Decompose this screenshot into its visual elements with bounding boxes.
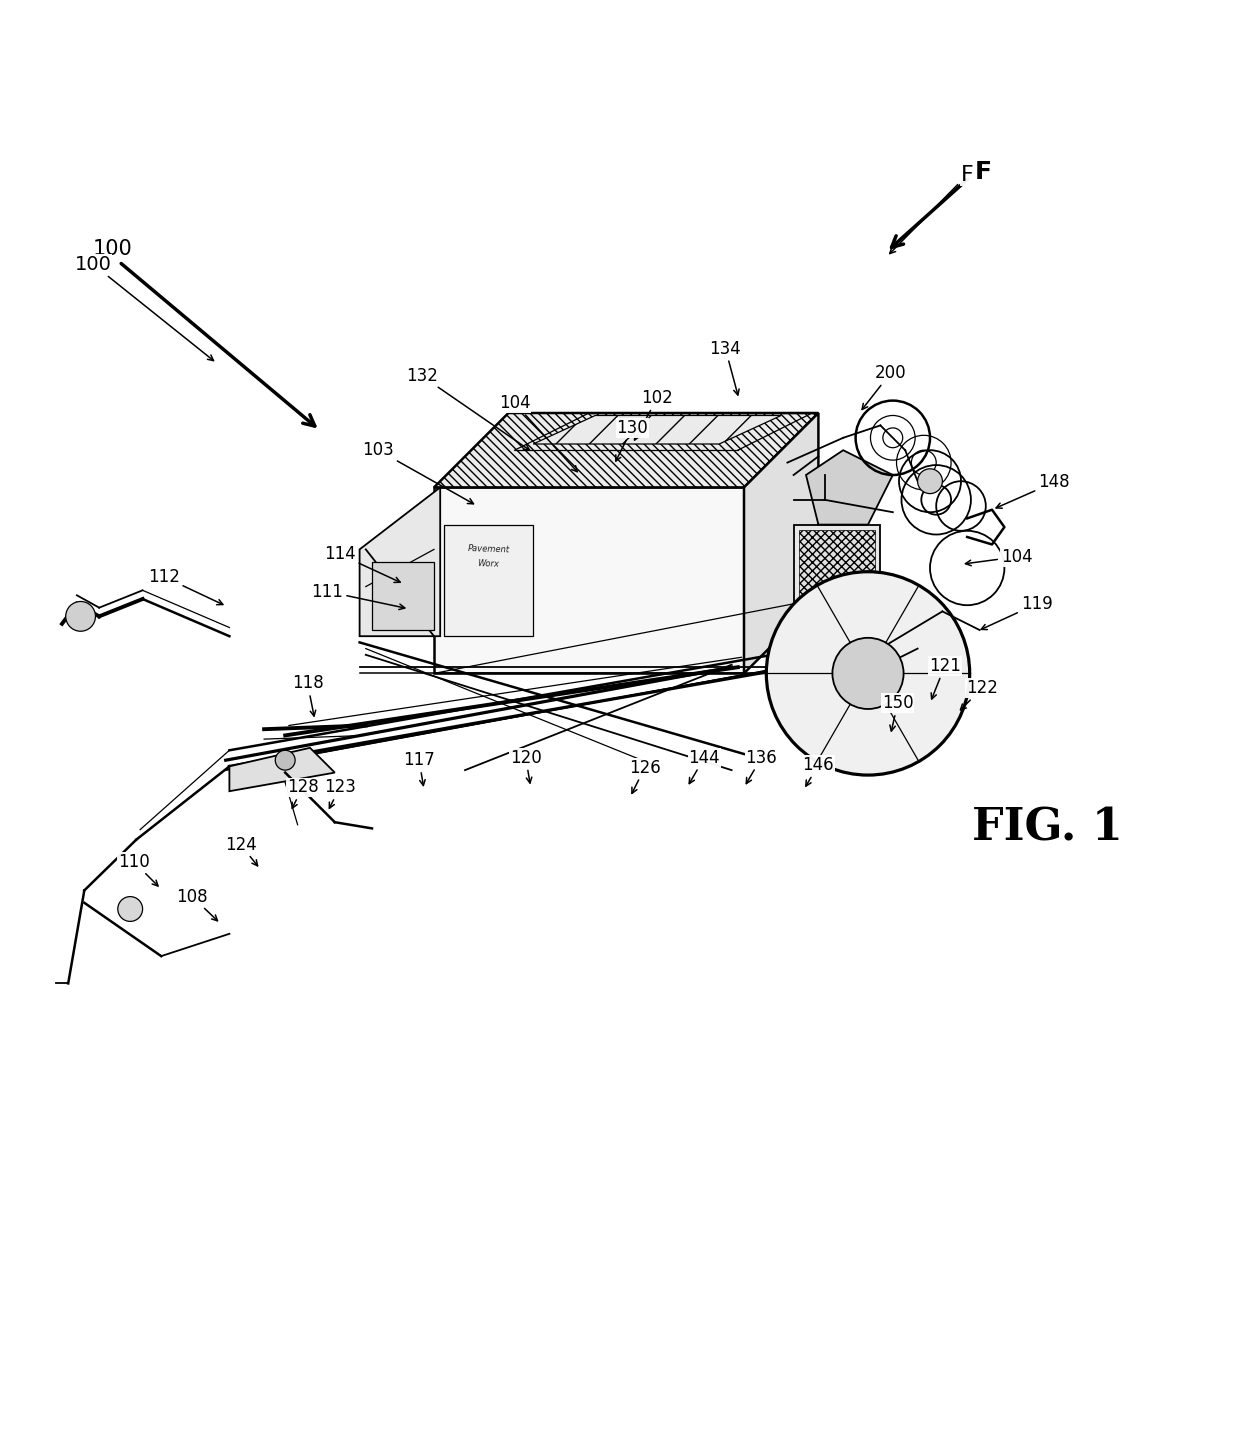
Text: 100: 100 xyxy=(93,240,133,259)
Text: 112: 112 xyxy=(148,568,223,604)
Circle shape xyxy=(118,897,143,921)
Text: 126: 126 xyxy=(629,759,661,794)
Text: 103: 103 xyxy=(362,441,474,503)
Text: 136: 136 xyxy=(745,749,777,784)
Text: 144: 144 xyxy=(688,749,720,784)
Text: 148: 148 xyxy=(996,473,1070,508)
Polygon shape xyxy=(806,450,893,525)
Text: 104: 104 xyxy=(498,395,578,471)
Text: 122: 122 xyxy=(961,680,998,710)
Text: Pavement: Pavement xyxy=(467,544,510,555)
Text: 111: 111 xyxy=(311,583,404,610)
Text: 117: 117 xyxy=(403,752,435,785)
Polygon shape xyxy=(229,748,335,791)
Polygon shape xyxy=(372,562,434,630)
Text: 130: 130 xyxy=(616,419,649,461)
Text: 132: 132 xyxy=(405,367,529,450)
Text: 123: 123 xyxy=(324,778,356,808)
Text: 120: 120 xyxy=(510,749,542,784)
Circle shape xyxy=(275,750,295,771)
Text: 102: 102 xyxy=(635,389,673,440)
Polygon shape xyxy=(444,525,533,636)
Text: 108: 108 xyxy=(176,888,217,921)
Text: 104: 104 xyxy=(966,548,1033,565)
Text: 146: 146 xyxy=(802,756,835,787)
Polygon shape xyxy=(434,414,818,487)
Text: 100: 100 xyxy=(74,254,213,360)
Text: 124: 124 xyxy=(224,836,258,866)
Polygon shape xyxy=(533,415,781,444)
Circle shape xyxy=(832,638,904,709)
Text: 119: 119 xyxy=(981,594,1053,629)
Polygon shape xyxy=(744,414,818,674)
Text: 121: 121 xyxy=(929,656,961,698)
Text: 118: 118 xyxy=(291,674,324,716)
Circle shape xyxy=(66,602,95,632)
Text: Worx: Worx xyxy=(477,560,500,570)
Polygon shape xyxy=(360,487,440,636)
Circle shape xyxy=(766,571,970,775)
Text: 110: 110 xyxy=(118,853,157,886)
Text: F: F xyxy=(890,165,973,253)
Text: 200: 200 xyxy=(862,364,906,409)
Text: 114: 114 xyxy=(324,545,401,583)
Text: 128: 128 xyxy=(286,778,319,808)
Polygon shape xyxy=(794,525,880,649)
Polygon shape xyxy=(799,529,875,643)
Text: F: F xyxy=(975,161,992,185)
Text: FIG. 1: FIG. 1 xyxy=(972,807,1123,850)
Circle shape xyxy=(918,469,942,493)
Text: 150: 150 xyxy=(882,694,914,732)
Text: 134: 134 xyxy=(709,340,742,395)
Polygon shape xyxy=(434,487,744,674)
